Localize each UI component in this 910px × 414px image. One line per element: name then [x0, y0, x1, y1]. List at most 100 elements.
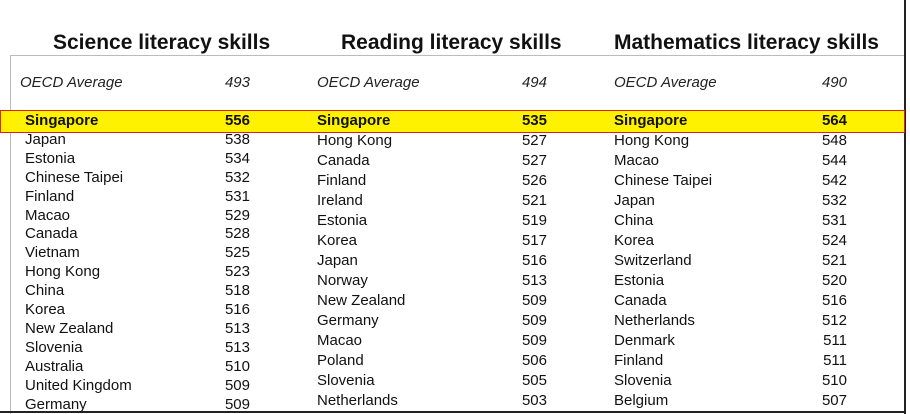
country-name: Estonia: [317, 212, 368, 229]
oecd-label: OECD Average: [20, 74, 123, 91]
country-score: 516: [224, 301, 250, 318]
country-name: Germany: [25, 395, 87, 413]
country-score: 521: [521, 192, 547, 209]
country-name: Hong Kong: [317, 132, 393, 149]
country-name: New Zealand: [317, 292, 406, 309]
country-name: Estonia: [614, 272, 665, 289]
country-name: Canada: [614, 292, 667, 309]
country-score: 510: [224, 357, 250, 375]
country-name: Estonia: [25, 149, 76, 167]
country-score: 506: [521, 352, 547, 369]
country-score: 513: [224, 338, 250, 356]
country-score: 509: [521, 332, 547, 349]
country-score: 521: [821, 252, 847, 269]
country-name: Ireland: [317, 192, 363, 209]
country-name: Hong Kong: [25, 263, 101, 281]
oecd-label: OECD Average: [614, 74, 717, 91]
country-score: 505: [521, 372, 547, 389]
country-score: 527: [521, 132, 547, 149]
oecd-label: OECD Average: [317, 74, 420, 91]
country-name: Korea: [317, 232, 358, 249]
column-title: Mathematics literacy skills: [614, 31, 879, 54]
country-name: Japan: [25, 130, 66, 148]
country-score: 509: [521, 312, 547, 329]
country-score: 532: [224, 168, 250, 186]
country-name: United Kingdom: [25, 376, 132, 394]
country-score: 520: [821, 272, 847, 289]
country-score: 516: [821, 292, 847, 309]
country-name: Canada: [317, 152, 370, 169]
country-score: 527: [521, 152, 547, 169]
country-name: Chinese Taipei: [614, 172, 713, 189]
column-title: Science literacy skills: [53, 31, 271, 54]
country-score: 511: [823, 332, 847, 349]
country-score: 535: [521, 112, 547, 129]
country-score: 538: [224, 130, 250, 148]
country-name: Belgium: [614, 392, 669, 409]
country-score: 517: [521, 232, 547, 249]
country-name: Norway: [317, 272, 368, 289]
country-name: Finland: [614, 352, 664, 369]
country-score: 564: [821, 112, 847, 129]
country-name: New Zealand: [25, 319, 114, 337]
left-border: [10, 55, 11, 414]
country-score: 511: [823, 352, 847, 369]
country-score: 534: [224, 149, 250, 167]
country-score: 519: [521, 212, 547, 229]
country-name: Singapore: [614, 112, 688, 129]
country-score: 509: [521, 292, 547, 309]
country-score: 556: [224, 112, 250, 129]
country-score: 509: [224, 376, 250, 394]
column-title: Reading literacy skills: [341, 31, 562, 54]
country-name: Singapore: [25, 112, 99, 129]
country-name: Singapore: [317, 112, 391, 129]
country-score: 526: [521, 172, 547, 189]
country-name: Slovenia: [25, 338, 83, 356]
country-score: 524: [821, 232, 847, 249]
country-name: Macao: [317, 332, 363, 349]
country-name: Hong Kong: [614, 132, 690, 149]
country-score: 531: [821, 212, 847, 229]
country-score: 503: [521, 392, 547, 409]
country-score: 531: [224, 187, 250, 205]
country-name: Australia: [25, 357, 84, 375]
country-name: Netherlands: [317, 392, 398, 409]
country-name: Macao: [614, 152, 660, 169]
oecd-value: 494: [521, 74, 547, 91]
oecd-value: 493: [224, 74, 250, 91]
country-score: 523: [224, 263, 250, 281]
country-name: China: [25, 282, 65, 300]
country-name: China: [614, 212, 654, 229]
oecd-value: 490: [821, 74, 847, 91]
country-score: 548: [821, 132, 847, 149]
country-name: Japan: [317, 252, 358, 269]
header-rule: [10, 55, 905, 56]
country-name: Korea: [614, 232, 655, 249]
country-name: Macao: [25, 206, 71, 224]
country-score: 518: [224, 282, 250, 300]
country-name: Vietnam: [25, 244, 80, 262]
country-score: 510: [821, 372, 847, 389]
country-score: 507: [821, 392, 847, 409]
highlight-band: [0, 110, 905, 133]
country-name: Slovenia: [317, 372, 375, 389]
country-score: 513: [521, 272, 547, 289]
right-border: [904, 0, 906, 414]
country-name: Canada: [25, 225, 78, 243]
country-name: Finland: [25, 187, 75, 205]
country-score: 513: [224, 319, 250, 337]
country-score: 542: [821, 172, 847, 189]
country-name: Poland: [317, 352, 364, 369]
country-name: Slovenia: [614, 372, 672, 389]
country-name: Denmark: [614, 332, 675, 349]
country-score: 544: [821, 152, 847, 169]
country-name: Korea: [25, 301, 66, 318]
country-score: 525: [224, 244, 250, 262]
country-score: 529: [224, 206, 250, 224]
country-score: 509: [224, 395, 250, 413]
bottom-border: [0, 411, 906, 413]
country-name: Japan: [614, 192, 655, 209]
country-score: 532: [821, 192, 847, 209]
country-name: Finland: [317, 172, 367, 189]
